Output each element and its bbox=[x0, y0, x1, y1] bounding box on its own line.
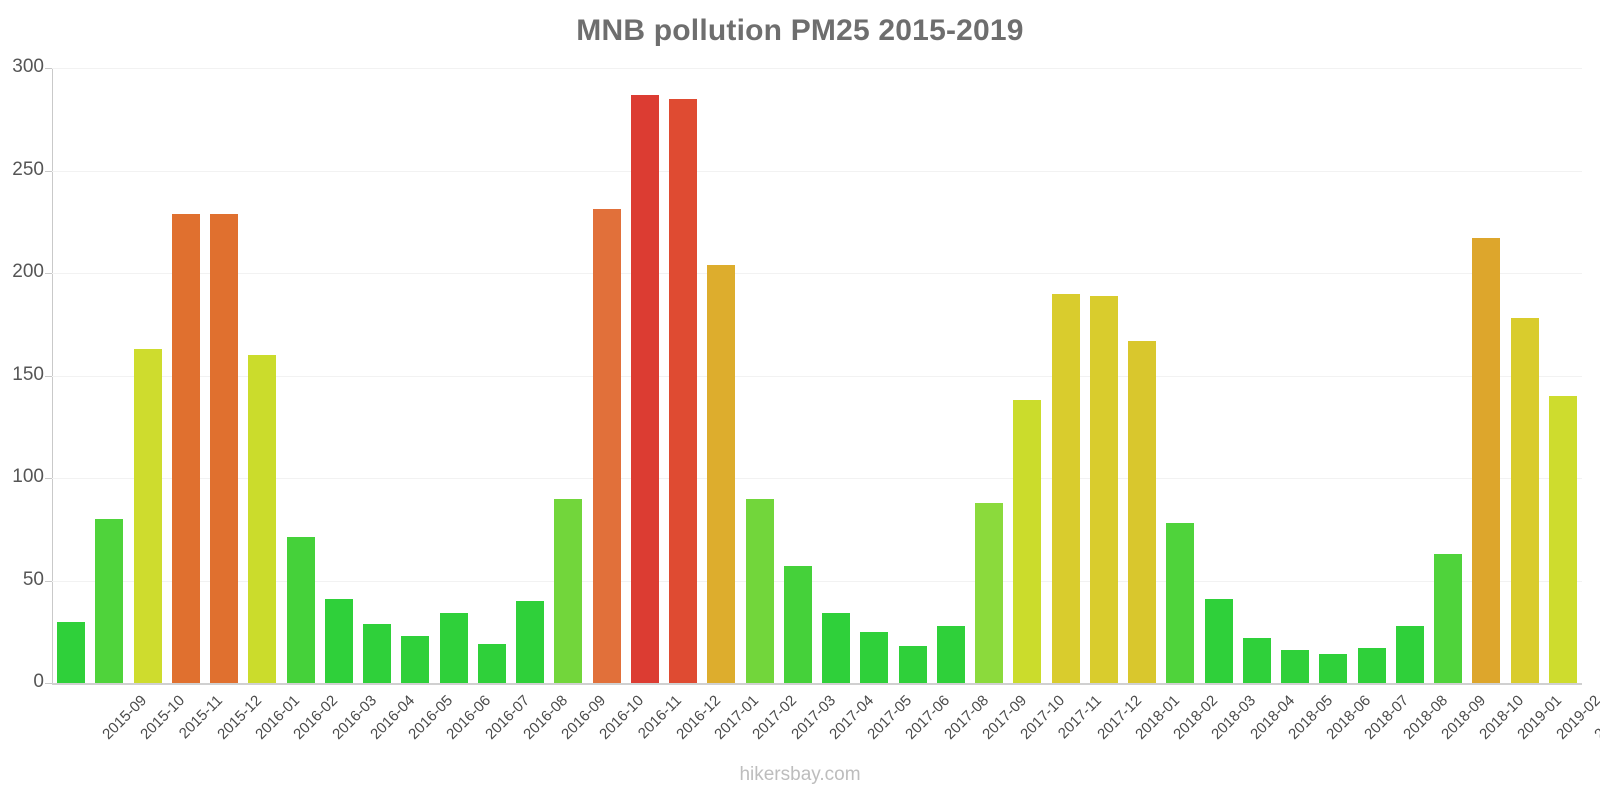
y-tick-mark bbox=[45, 580, 52, 582]
bar[interactable] bbox=[1548, 396, 1577, 683]
bar[interactable] bbox=[1089, 295, 1118, 683]
gridline bbox=[52, 273, 1582, 274]
y-tick-label: 200 bbox=[12, 261, 44, 282]
y-tick-mark bbox=[45, 683, 52, 684]
bar[interactable] bbox=[936, 625, 965, 683]
bar[interactable] bbox=[554, 498, 583, 683]
y-tick-label: 150 bbox=[12, 363, 44, 385]
y-tick-label: 0 bbox=[33, 671, 44, 692]
bar[interactable] bbox=[822, 613, 851, 683]
bar[interactable] bbox=[860, 631, 889, 683]
y-tick-mark bbox=[45, 375, 52, 377]
footer-credit: hikersbay.com bbox=[739, 764, 861, 785]
gridline bbox=[52, 580, 1582, 582]
bar[interactable] bbox=[324, 598, 353, 683]
bar[interactable] bbox=[1357, 648, 1386, 683]
bar[interactable] bbox=[783, 566, 812, 683]
bar[interactable] bbox=[975, 502, 1004, 683]
bar[interactable] bbox=[1319, 654, 1348, 683]
bar[interactable] bbox=[133, 348, 162, 683]
y-tick-mark bbox=[45, 478, 52, 479]
bar[interactable] bbox=[1242, 637, 1271, 683]
y-tick-label: 100 bbox=[12, 466, 44, 487]
bar[interactable] bbox=[477, 644, 506, 683]
bar[interactable] bbox=[1472, 238, 1501, 683]
bar[interactable] bbox=[1204, 598, 1233, 683]
chart-title: MNB pollution PM25 2015-2019 bbox=[576, 14, 1024, 47]
gridline bbox=[52, 683, 1582, 685]
bar[interactable] bbox=[401, 635, 430, 683]
bar[interactable] bbox=[898, 646, 927, 683]
bar[interactable] bbox=[210, 213, 239, 683]
y-tick-label: 300 bbox=[12, 56, 44, 77]
bar[interactable] bbox=[745, 498, 774, 683]
bar[interactable] bbox=[669, 98, 698, 683]
bar[interactable] bbox=[248, 355, 277, 683]
bar[interactable] bbox=[363, 623, 392, 683]
plot-area bbox=[52, 68, 1582, 685]
y-tick-mark bbox=[45, 273, 52, 274]
y-tick-label: 250 bbox=[12, 158, 44, 180]
gridline bbox=[52, 170, 1582, 172]
gridline bbox=[52, 375, 1582, 377]
bar[interactable] bbox=[1281, 650, 1310, 683]
bar[interactable] bbox=[1051, 293, 1080, 683]
gridline bbox=[52, 68, 1582, 69]
bar[interactable] bbox=[630, 94, 659, 683]
bar[interactable] bbox=[1166, 523, 1195, 683]
bar[interactable] bbox=[516, 601, 545, 683]
bar[interactable] bbox=[592, 209, 621, 683]
bar[interactable] bbox=[1395, 625, 1424, 683]
bar[interactable] bbox=[171, 213, 200, 683]
bar[interactable] bbox=[1434, 553, 1463, 683]
bar[interactable] bbox=[1510, 318, 1539, 683]
y-axis-line bbox=[52, 68, 53, 685]
y-tick-label: 50 bbox=[22, 568, 44, 590]
bar[interactable] bbox=[707, 264, 736, 683]
bar[interactable] bbox=[439, 613, 468, 683]
bar[interactable] bbox=[286, 537, 315, 683]
bar[interactable] bbox=[1013, 400, 1042, 683]
y-tick-mark bbox=[45, 68, 52, 69]
gridline bbox=[52, 478, 1582, 479]
y-tick-mark bbox=[45, 170, 52, 172]
bar[interactable] bbox=[1128, 340, 1157, 683]
bar[interactable] bbox=[95, 519, 124, 683]
bar[interactable] bbox=[57, 621, 86, 683]
